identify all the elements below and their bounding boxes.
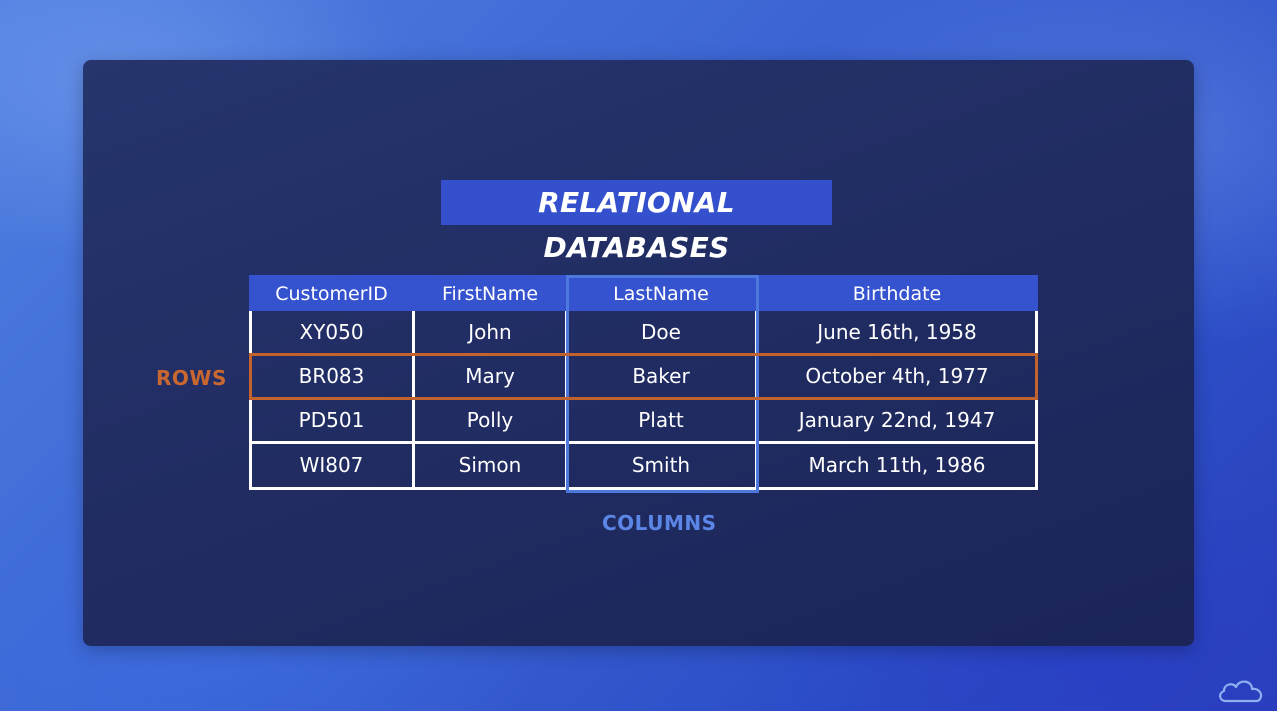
rows-label: ROWS bbox=[156, 366, 227, 390]
table-cell: June 16th, 1958 bbox=[817, 320, 977, 344]
table-cell: Simon bbox=[458, 453, 522, 477]
table-cell: XY050 bbox=[299, 320, 364, 344]
header-customerid: CustomerID bbox=[275, 283, 388, 305]
columns-label: COLUMNS bbox=[602, 511, 717, 535]
table-cell: Platt bbox=[638, 408, 684, 432]
slide-title: RELATIONAL DATABASES bbox=[441, 180, 832, 264]
table-cell: March 11th, 1986 bbox=[808, 453, 986, 477]
table-cell: Doe bbox=[641, 320, 681, 344]
table-cell: January 22nd, 1947 bbox=[798, 408, 996, 432]
header-lastname: LastName bbox=[613, 283, 709, 305]
grid-line bbox=[412, 311, 415, 490]
header-birthdate: Birthdate bbox=[852, 283, 942, 305]
column-highlight bbox=[566, 275, 759, 493]
row-highlight bbox=[249, 353, 1038, 400]
grid-line bbox=[1035, 311, 1038, 490]
table-cell: Baker bbox=[632, 364, 690, 388]
header-firstname: FirstName bbox=[441, 283, 539, 305]
table-cell: Smith bbox=[631, 453, 691, 477]
grid-line bbox=[249, 311, 252, 490]
table-cell: Polly bbox=[466, 408, 514, 432]
table-cell: October 4th, 1977 bbox=[805, 364, 989, 388]
table-header-bar bbox=[249, 275, 1038, 311]
table-cell: John bbox=[468, 320, 512, 344]
cloud-icon bbox=[1219, 680, 1263, 703]
table-cell: WI807 bbox=[299, 453, 364, 477]
table-cell: Mary bbox=[465, 364, 515, 388]
grid-line bbox=[249, 441, 1038, 444]
table-cell: PD501 bbox=[298, 408, 365, 432]
grid-line bbox=[249, 487, 1038, 490]
table-cell: BR083 bbox=[298, 364, 365, 388]
